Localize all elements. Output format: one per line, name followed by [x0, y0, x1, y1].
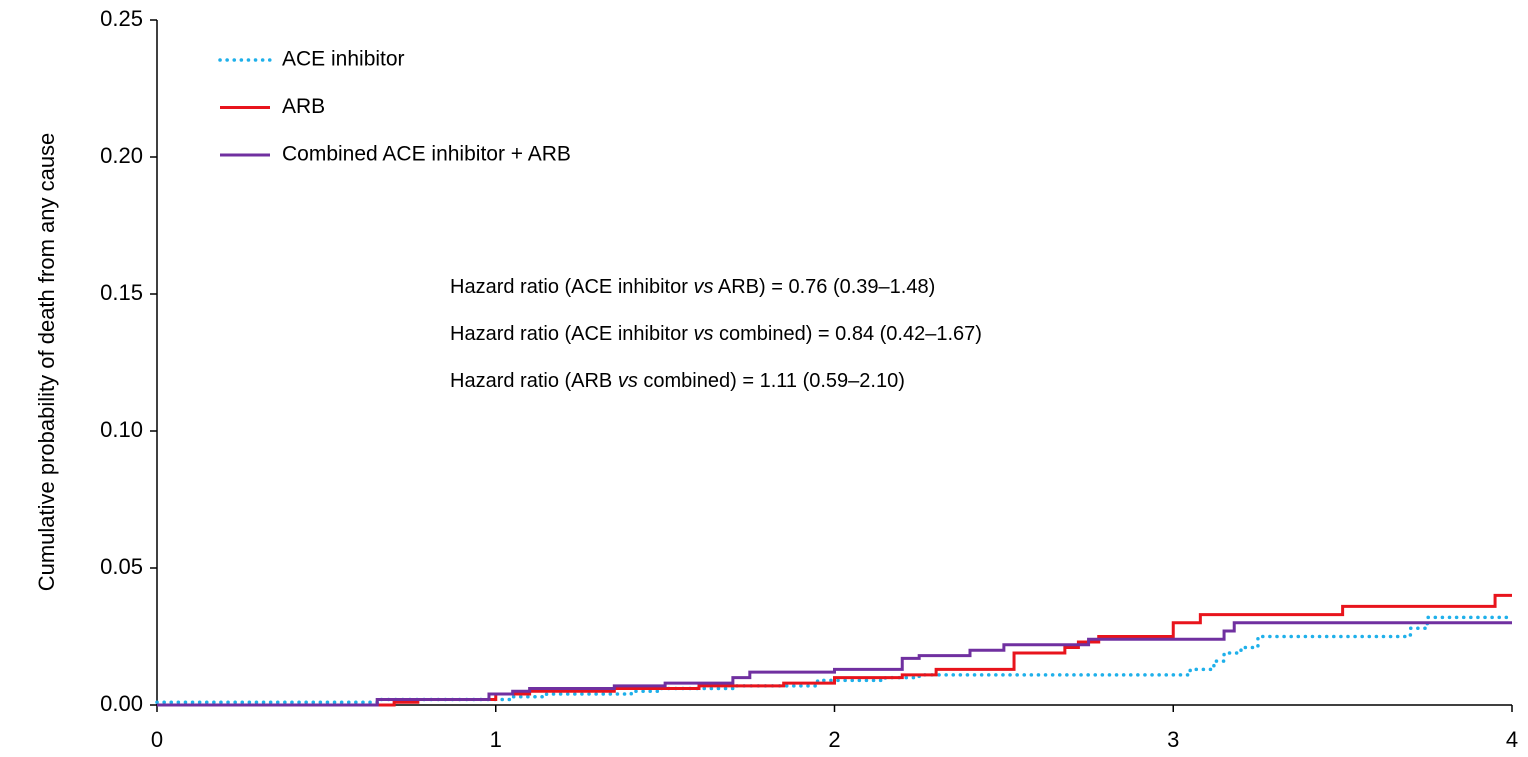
y-tick-label: 0.10	[100, 417, 143, 442]
x-tick-label: 1	[490, 727, 502, 752]
annotation: Hazard ratio (ACE inhibitor vs ARB) = 0.…	[450, 276, 935, 298]
annotation-part: combined) = 0.84 (0.42–1.67)	[713, 323, 982, 345]
survival-curve	[157, 593, 1512, 707]
legend-label: ARB	[282, 95, 325, 118]
y-tick-label: 0.00	[100, 691, 143, 716]
annotation-part: vs	[618, 370, 638, 392]
y-tick-label: 0.25	[100, 6, 143, 31]
survival-curve	[155, 615, 1514, 705]
annotation-part: Hazard ratio (ACE inhibitor	[450, 276, 693, 298]
y-axis-label: Cumulative probability of death from any…	[34, 133, 59, 592]
annotation-part: vs	[693, 323, 713, 345]
annotation: Hazard ratio (ACE inhibitor vs combined)…	[450, 323, 982, 345]
annotation-part: Hazard ratio (ACE inhibitor	[450, 323, 693, 345]
annotation-part: ARB) = 0.76 (0.39–1.48)	[713, 276, 935, 298]
legend-label: Combined ACE inhibitor + ARB	[282, 143, 571, 166]
annotation-part: combined) = 1.11 (0.59–2.10)	[638, 370, 905, 392]
annotation-part: Hazard ratio (ARB	[450, 370, 618, 392]
y-tick-label: 0.15	[100, 280, 143, 305]
x-tick-label: 2	[828, 727, 840, 752]
x-tick-label: 0	[151, 727, 163, 752]
annotation: Hazard ratio (ARB vs combined) = 1.11 (0…	[450, 370, 905, 392]
survival-curve	[157, 621, 1512, 707]
annotation-part: vs	[693, 276, 713, 298]
x-tick-label: 4	[1506, 727, 1518, 752]
x-tick-label: 3	[1167, 727, 1179, 752]
y-tick-label: 0.05	[100, 554, 143, 579]
y-tick-label: 0.20	[100, 143, 143, 168]
legend-label: ACE inhibitor	[282, 48, 405, 71]
